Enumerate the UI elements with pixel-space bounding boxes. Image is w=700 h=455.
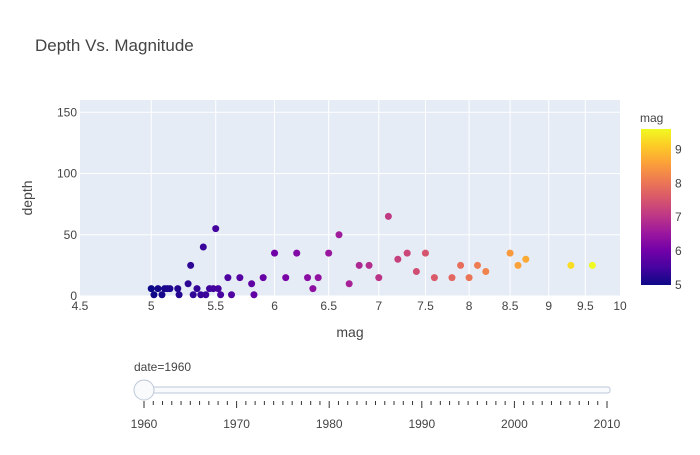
x-tick-label: 8.5 xyxy=(502,299,519,313)
x-tick-label: 5.5 xyxy=(207,299,224,313)
data-point xyxy=(187,261,195,269)
slider-tick-label: 1990 xyxy=(408,417,435,431)
data-point xyxy=(158,291,166,299)
data-point xyxy=(147,285,155,293)
data-point xyxy=(421,249,429,257)
data-point xyxy=(236,274,244,282)
date-slider[interactable]: date=1960 1960 1970 1980 1990 2000 2010 xyxy=(131,360,621,431)
data-point xyxy=(448,274,456,282)
data-point xyxy=(250,291,258,299)
data-point xyxy=(175,291,183,299)
colorbar-gradient xyxy=(641,129,671,285)
data-point xyxy=(412,268,420,275)
grid-layer xyxy=(80,100,620,297)
data-point xyxy=(282,274,290,282)
data-point xyxy=(482,268,490,275)
data-point xyxy=(430,274,438,282)
y-tick-labels: 0 50 100 150 xyxy=(57,105,77,303)
colorbar-tick-label: 8 xyxy=(675,176,682,190)
data-point xyxy=(212,225,220,233)
data-point xyxy=(248,280,256,288)
x-tick-labels: 4.5 5 5.5 6 6.5 7 7.5 8 8.5 9 9.5 10 xyxy=(72,299,627,313)
data-point xyxy=(209,285,217,293)
data-point xyxy=(199,243,207,251)
data-point xyxy=(197,291,205,299)
data-point xyxy=(457,261,465,269)
data-point xyxy=(217,291,225,299)
x-tick-label: 4.5 xyxy=(72,299,89,313)
y-axis-label: depth xyxy=(19,180,35,215)
y-tick-label: 50 xyxy=(64,228,78,242)
data-point xyxy=(193,285,201,293)
data-point xyxy=(224,274,232,282)
data-point xyxy=(154,285,162,293)
colorbar-title: mag xyxy=(640,111,663,125)
data-point xyxy=(394,255,402,263)
data-point xyxy=(365,261,373,269)
data-point xyxy=(335,231,343,239)
data-point xyxy=(375,274,383,282)
y-tick-label: 100 xyxy=(57,167,77,181)
data-point xyxy=(325,249,333,257)
data-point xyxy=(166,285,174,293)
slider-handle[interactable] xyxy=(133,379,155,401)
data-point xyxy=(184,280,192,288)
data-point xyxy=(567,261,575,269)
plot-area xyxy=(80,100,620,296)
colorbar-tick-label: 6 xyxy=(675,244,682,258)
x-tick-label: 5 xyxy=(148,299,155,313)
data-point xyxy=(202,291,210,299)
y-tick-label: 0 xyxy=(70,289,77,303)
slider-current-label: date=1960 xyxy=(134,360,191,374)
colorbar-tick-label: 9 xyxy=(675,142,682,156)
points-layer xyxy=(147,212,596,299)
slider-tick-label: 2010 xyxy=(594,417,621,431)
data-point xyxy=(588,261,596,269)
data-point xyxy=(506,249,514,257)
data-point xyxy=(293,249,301,257)
data-point xyxy=(314,274,322,282)
x-tick-label: 7 xyxy=(375,299,382,313)
data-point xyxy=(228,291,236,299)
colorbar-tick-label: 7 xyxy=(675,210,682,224)
x-tick-label: 9 xyxy=(545,299,552,313)
slider-tick-label: 2000 xyxy=(501,417,528,431)
x-tick-label: 7.5 xyxy=(417,299,434,313)
data-point xyxy=(304,274,312,282)
data-point xyxy=(355,261,363,269)
data-point xyxy=(522,255,530,263)
data-point xyxy=(174,285,182,293)
data-point xyxy=(345,280,353,288)
slider-tick-label: 1980 xyxy=(316,417,343,431)
y-tick-label: 150 xyxy=(57,105,77,119)
data-point xyxy=(384,212,392,220)
x-tick-label: 6 xyxy=(271,299,278,313)
x-axis-label: mag xyxy=(336,324,363,340)
data-point xyxy=(309,285,317,293)
data-point xyxy=(403,249,411,257)
x-tick-label: 6.5 xyxy=(320,299,337,313)
data-point xyxy=(189,291,197,299)
colorbar-tick-labels: 5 6 7 8 9 xyxy=(675,142,682,292)
data-point xyxy=(214,285,222,293)
slider-ticks: 1960 1970 1980 1990 2000 2010 xyxy=(131,401,621,431)
data-point xyxy=(271,249,279,257)
colorbar: mag 5 6 7 8 9 xyxy=(640,111,682,292)
data-point xyxy=(514,261,522,269)
slider-tick-label: 1960 xyxy=(131,417,158,431)
data-point xyxy=(150,291,158,299)
colorbar-tick-label: 5 xyxy=(675,278,682,292)
x-tick-label: 10 xyxy=(613,299,627,313)
slider-tick-label: 1970 xyxy=(223,417,250,431)
x-tick-label: 9.5 xyxy=(577,299,594,313)
data-point xyxy=(259,274,267,282)
chart-title: Depth Vs. Magnitude xyxy=(35,36,194,55)
data-point xyxy=(473,261,481,269)
slider-rail[interactable] xyxy=(137,386,611,394)
x-tick-label: 8 xyxy=(466,299,473,313)
data-point xyxy=(465,274,473,282)
